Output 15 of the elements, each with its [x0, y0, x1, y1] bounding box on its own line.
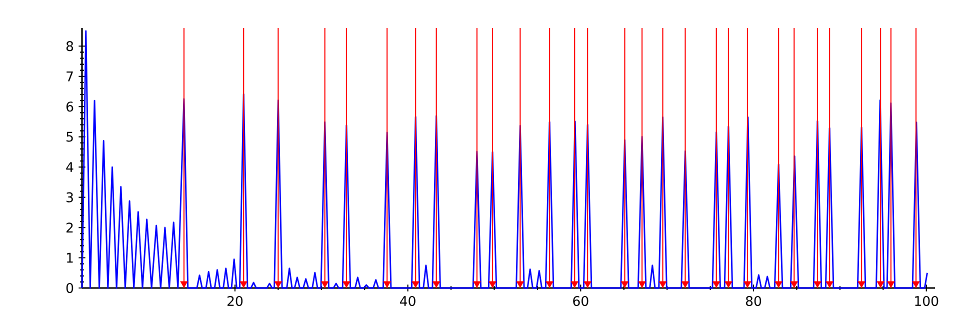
y-tick-label: 3: [66, 192, 73, 202]
y-tick-label: 1: [66, 252, 73, 263]
x-tick-label: 100: [915, 296, 938, 306]
x-tick-label: 60: [573, 296, 588, 306]
y-tick-label: 6: [66, 102, 74, 112]
y-tick-label: 7: [66, 72, 73, 82]
y-tick-label: 8: [66, 41, 74, 52]
y-tick-label: 4: [66, 162, 74, 172]
x-tick-label: 80: [746, 296, 762, 306]
y-tick-label: 0: [66, 282, 74, 294]
x-tick-label: 20: [228, 296, 243, 306]
line-series: [81, 30, 928, 289]
y-tick-label: 2: [66, 222, 73, 232]
y-tick-label: 5: [66, 132, 73, 142]
x-tick-label: 40: [400, 296, 416, 306]
